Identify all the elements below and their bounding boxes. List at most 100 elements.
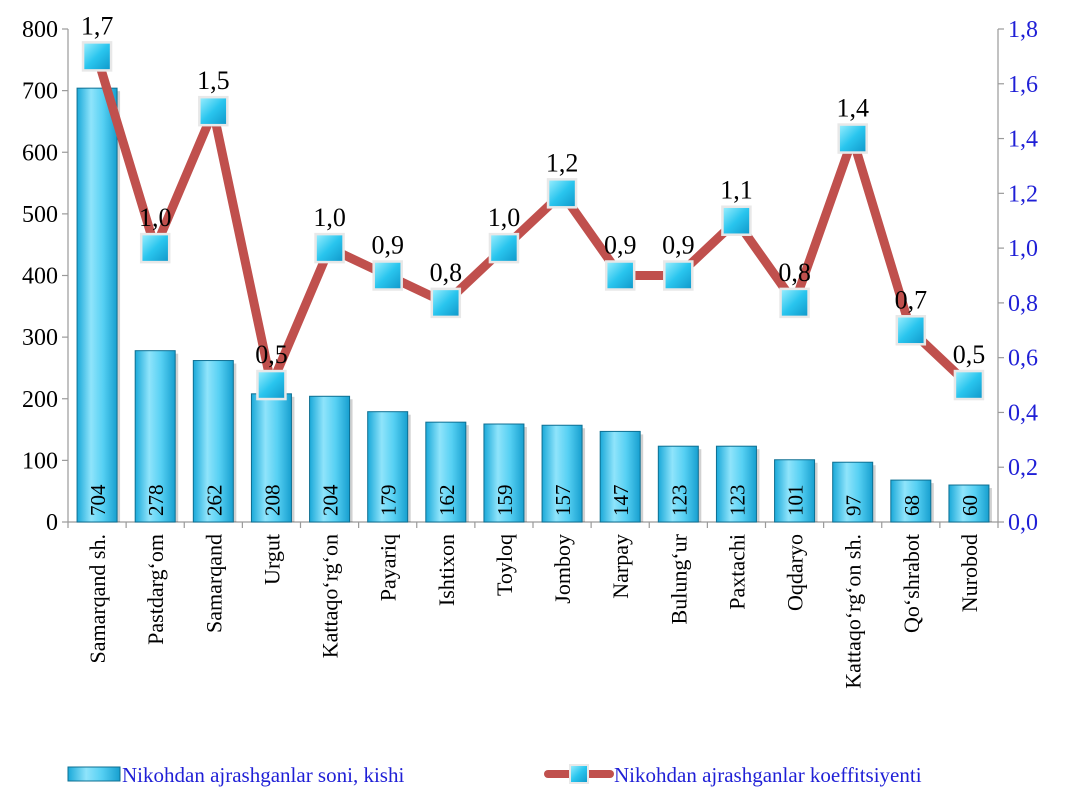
bar-value-label: 278 — [144, 485, 168, 517]
bar — [599, 430, 641, 523]
x-tick-label: Oqdaryo — [783, 534, 808, 611]
line-marker — [256, 369, 287, 401]
line-value-label: 0,8 — [778, 258, 811, 287]
y-left-tick-label: 600 — [22, 140, 58, 166]
bar — [425, 421, 467, 523]
bar-value-label: 208 — [260, 485, 284, 517]
y-right-tick-label: 1,8 — [1008, 17, 1038, 43]
bar-series — [76, 87, 992, 523]
y-right-tick-label: 0,0 — [1008, 510, 1038, 536]
bar-value-label: 123 — [725, 485, 749, 517]
line-marker — [721, 205, 752, 236]
bar — [715, 445, 757, 523]
y-left-tick-label: 800 — [22, 17, 58, 43]
bar — [483, 423, 525, 523]
y-right-tick-label: 1,0 — [1008, 236, 1038, 262]
legend-line-label: Nikohdan ajrashganlar koeffitsiyenti — [614, 763, 922, 787]
x-tick-label: Payariq — [376, 534, 401, 601]
line-marker — [895, 315, 927, 346]
line-marker — [81, 41, 113, 72]
bar-value-label: 159 — [493, 485, 517, 517]
bar-value-label: 123 — [667, 485, 691, 517]
bar-value-label: 68 — [900, 495, 924, 516]
y-right-tick-label: 1,2 — [1008, 181, 1038, 207]
x-tick-label: Samarqand sh. — [85, 534, 110, 664]
line-marker — [372, 260, 403, 291]
x-tick-label: Pastdarg‘om — [143, 534, 168, 645]
bar-value-label: 262 — [202, 485, 226, 517]
y-left-tick-label: 700 — [22, 79, 58, 105]
y-left-tick-label: 100 — [22, 448, 58, 474]
line-marker — [198, 95, 229, 127]
line-value-label: 1,5 — [197, 66, 230, 95]
line-marker — [604, 260, 636, 291]
y-right-tick-label: 1,4 — [1008, 127, 1038, 153]
bar — [309, 395, 351, 523]
bar — [192, 360, 234, 523]
line-marker — [837, 123, 868, 154]
line-value-label: 0,7 — [895, 285, 928, 314]
bar-value-label: 101 — [784, 485, 808, 517]
bar — [832, 461, 874, 523]
line-value-label: 1,0 — [488, 203, 521, 232]
legend-marker-swatch — [569, 764, 589, 784]
y-left-tick-label: 300 — [22, 325, 58, 351]
legend-bar-label: Nikohdan ajrashganlar soni, kishi — [122, 763, 404, 787]
y-left-tick-label: 500 — [22, 202, 58, 228]
bar-value-label: 704 — [86, 484, 110, 516]
line-value-label: 0,5 — [255, 340, 288, 369]
line-marker — [546, 178, 578, 209]
line-value-label: 1,7 — [81, 11, 114, 40]
x-tick-label: Kattaqo‘rg‘on sh. — [841, 534, 866, 689]
y-right-tick-label: 1,6 — [1008, 72, 1038, 98]
line-marker — [953, 369, 985, 401]
line-value-label: 0,9 — [371, 231, 404, 260]
line-marker — [779, 287, 810, 319]
bar-value-label: 179 — [377, 485, 401, 517]
line-marker — [430, 287, 462, 319]
x-tick-label: Ishtixon — [434, 534, 459, 606]
bar-value-label: 162 — [435, 485, 459, 517]
bar-value-label: 97 — [842, 495, 866, 516]
y-left-tick-label: 0 — [46, 510, 58, 536]
data-labels: 704 278 262 208 204 179 162 159 157 147 123 123 101 9… — [81, 11, 985, 516]
x-tick-label: Toyloq — [492, 534, 517, 596]
line-value-label: 1,0 — [139, 203, 172, 232]
bar — [948, 484, 990, 523]
legend-bar-swatch — [67, 766, 121, 782]
y-right-tick-label: 0,8 — [1008, 291, 1038, 317]
y-right-tick-label: 0,2 — [1008, 455, 1038, 481]
line-series — [81, 41, 985, 401]
x-tick-label: Urgut — [259, 534, 284, 585]
bar — [76, 87, 118, 523]
bar — [657, 445, 699, 523]
line-value-label: 1,1 — [720, 176, 753, 205]
bar — [134, 350, 176, 523]
bar — [250, 393, 292, 523]
line-value-label: 0,8 — [430, 258, 463, 287]
bar — [890, 479, 932, 523]
bar-value-label: 60 — [958, 495, 982, 516]
line-marker — [139, 232, 171, 264]
line-marker — [663, 260, 694, 291]
x-tick-label: Bulung‘ur — [666, 533, 691, 624]
axes: 0 100 200 300 400 500 600 700 800 0,0 0,2 0,4 0,6 0,8… — [22, 17, 1038, 689]
x-tick-label: Nurobod — [957, 534, 982, 612]
x-tick-label: Paxtachi — [724, 534, 749, 610]
coefficient-line — [92, 51, 974, 390]
y-right-tick-label: 0,4 — [1008, 400, 1038, 426]
x-tick-label: Jomboy — [550, 534, 575, 604]
line-marker — [314, 232, 345, 264]
bar — [541, 424, 583, 523]
bar-value-label: 157 — [551, 485, 575, 517]
y-left-tick-label: 400 — [22, 264, 58, 290]
x-tick-label: Qo‘shrabot — [899, 534, 924, 633]
line-value-label: 0,9 — [662, 231, 695, 260]
bar-value-label: 147 — [609, 485, 633, 517]
line-value-label: 0,5 — [953, 340, 986, 369]
line-value-label: 1,4 — [836, 94, 869, 123]
y-right-tick-label: 0,6 — [1008, 346, 1038, 372]
bar-value-label: 204 — [319, 484, 343, 516]
line-value-label: 1,2 — [546, 148, 579, 177]
